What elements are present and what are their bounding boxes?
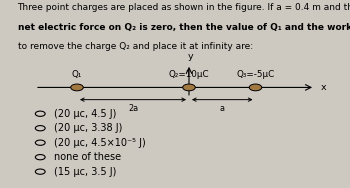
Text: 2a: 2a	[128, 104, 138, 113]
Text: to remove the charge Q₂ and place it at infinity are:: to remove the charge Q₂ and place it at …	[18, 42, 253, 51]
Circle shape	[71, 84, 83, 91]
Text: (20 μc, 4.5×10⁻⁵ J): (20 μc, 4.5×10⁻⁵ J)	[54, 138, 146, 148]
Text: (15 μc, 3.5 J): (15 μc, 3.5 J)	[54, 167, 117, 177]
Text: (20 μc, 3.38 J): (20 μc, 3.38 J)	[54, 123, 122, 133]
Text: y: y	[188, 52, 194, 61]
Text: a: a	[220, 104, 225, 113]
Text: Q₁: Q₁	[72, 70, 82, 79]
Text: (20 μc, 4.5 J): (20 μc, 4.5 J)	[54, 109, 117, 119]
Text: none of these: none of these	[54, 152, 121, 162]
Text: net electric force on Q₂ is zero, then the value of Q₁ and the work needed: net electric force on Q₂ is zero, then t…	[18, 23, 350, 32]
Text: x: x	[320, 83, 326, 92]
Text: Q₂=10μC: Q₂=10μC	[169, 70, 209, 79]
Text: Three point charges are placed as shown in the figure. If a = 0.4 m and the: Three point charges are placed as shown …	[18, 3, 350, 12]
Text: Q₃=-5μC: Q₃=-5μC	[236, 70, 275, 79]
Circle shape	[249, 84, 262, 91]
Circle shape	[183, 84, 195, 91]
